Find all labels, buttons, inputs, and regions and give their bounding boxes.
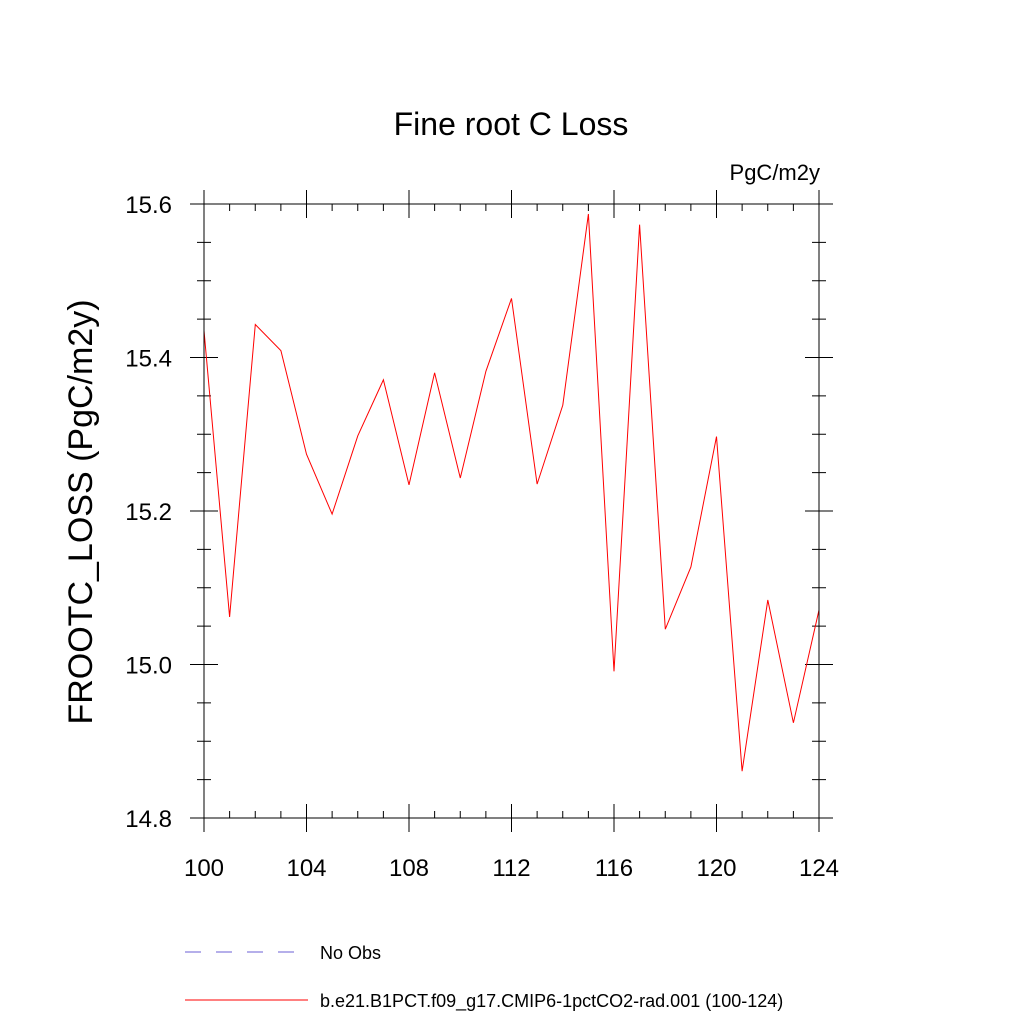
y-tick-label: 15.6: [125, 192, 172, 219]
y-axis-label: FROOTC_LOSS (PgC/m2y): [62, 299, 100, 724]
y-tick-label: 14.8: [125, 806, 172, 833]
y-tick-label: 15.4: [125, 346, 172, 373]
units-label: PgC/m2y: [730, 160, 820, 185]
x-tick-label: 108: [389, 855, 429, 882]
y-tick-label: 15.0: [125, 653, 172, 680]
series-line: [204, 214, 819, 771]
legend: No Obs b.e21.B1PCT.f09_g17.CMIP6-1pctCO2-…: [185, 943, 783, 1012]
x-tick-label: 124: [799, 855, 839, 882]
x-tick-label: 100: [184, 855, 224, 882]
legend-label: No Obs: [320, 943, 381, 963]
plot-frame: [204, 204, 819, 818]
x-tick-label: 112: [492, 855, 530, 882]
tick-layer: 100 104 108 112 116 120 124 14.8 15.0 15.2 15.4 15.…: [125, 190, 839, 882]
y-tick-label: 15.2: [125, 499, 172, 526]
x-tick-label: 120: [696, 855, 736, 882]
x-tick-label: 116: [595, 855, 633, 882]
x-tick-label: 104: [286, 855, 326, 882]
legend-label: b.e21.B1PCT.f09_g17.CMIP6-1pctCO2-rad.00…: [320, 991, 783, 1012]
series-layer: [204, 214, 819, 771]
chart-title: Fine root C Loss: [394, 106, 629, 142]
